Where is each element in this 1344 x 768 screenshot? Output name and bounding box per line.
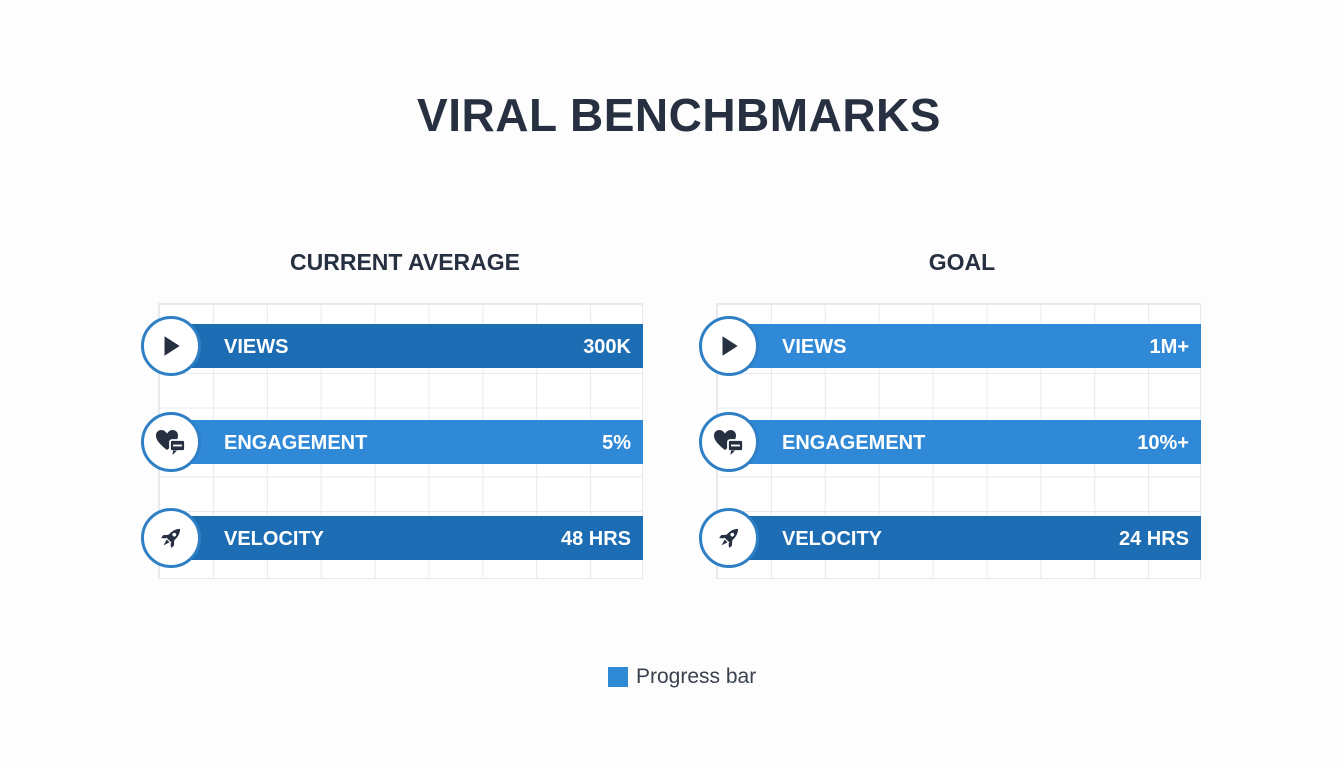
bar-row-views: VIEWS 300K [130,314,650,378]
play-icon [141,316,201,376]
bar-row-velocity: VELOCITY 48 HRS [130,506,650,570]
legend: Progress bar [608,665,757,688]
bar-engagement: ENGAGEMENT 10%+ [730,420,1201,464]
bar-value: 10%+ [1137,432,1189,454]
bar-label: ENGAGEMENT [782,432,926,454]
heart-comment-icon [699,412,759,472]
bar-row-engagement: ENGAGEMENT 10%+ [688,410,1208,474]
heart-comment-icon [141,412,201,472]
bar-label: ENGAGEMENT [224,432,368,454]
bar-velocity: VELOCITY 48 HRS [172,516,643,560]
rocket-icon [141,508,201,568]
rocket-icon [699,508,759,568]
bar-label: VIEWS [224,336,289,358]
bar-label: VELOCITY [224,528,325,550]
bar-views: VIEWS 1M+ [730,324,1201,368]
bar-views: VIEWS 300K [172,324,643,368]
bar-label: VELOCITY [782,528,883,550]
bar-engagement: ENGAGEMENT 5% [172,420,643,464]
legend-swatch [608,667,628,687]
bar-velocity: VELOCITY 24 HRS [730,516,1201,560]
chart-title: VIRAL BENCHBMARKS [417,89,941,141]
bar-value: 48 HRS [560,528,631,550]
panel-current-average: CURRENT AVERAGE VIEWS 300K ENGAGEMENT 5%… [130,244,730,584]
bar-value: 24 HRS [1118,528,1189,550]
bar-row-engagement: ENGAGEMENT 5% [130,410,650,474]
bar-label: VIEWS [782,336,847,358]
bar-value: 1M+ [1149,336,1189,358]
bar-row-views: VIEWS 1M+ [688,314,1208,378]
panel-goal: GOAL VIEWS 1M+ ENGAGEMENT 10%+ VELOCITY … [688,244,1288,584]
panel-heading: CURRENT AVERAGE [290,249,521,275]
bar-value: 5% [602,432,631,454]
bar-value: 300K [583,336,631,358]
panel-heading: GOAL [928,249,996,275]
play-icon [699,316,759,376]
legend-label: Progress bar [636,665,757,688]
bar-row-velocity: VELOCITY 24 HRS [688,506,1208,570]
